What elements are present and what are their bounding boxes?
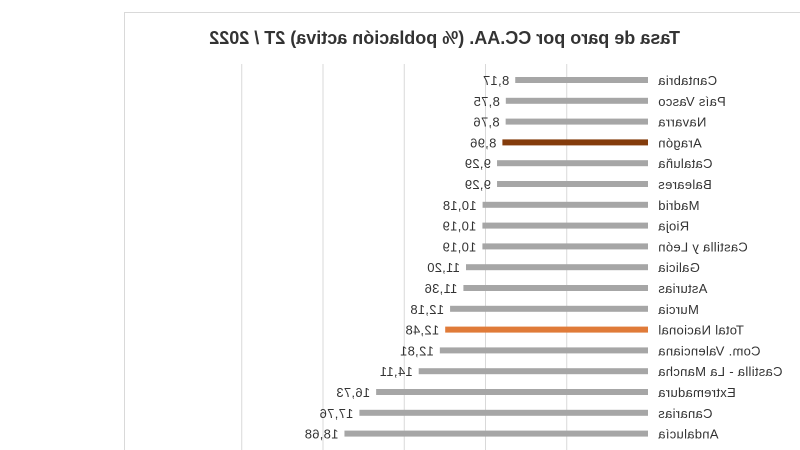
category-label-11: Murcia [658,302,699,317]
value-label-1: 8,75 [473,94,500,109]
category-label-0: Cantabria [658,73,718,88]
value-label-2: 8,76 [473,115,500,130]
value-label-17: 18,68 [304,427,338,442]
category-label-10: Asturias [658,281,708,296]
bar-13 [439,347,648,354]
category-label-2: Navarra [658,115,707,130]
value-label-8: 10,19 [442,239,476,254]
value-label-14: 14,11 [380,364,413,379]
category-label-14: Castilla - La Mancha [658,364,783,379]
bar-17 [344,430,648,437]
value-label-0: 8,17 [483,73,510,88]
bar-7 [482,222,648,229]
value-label-9: 11,20 [427,260,460,275]
category-label-13: Com. Valenciana [658,343,761,358]
chart-frame [124,12,800,450]
category-label-17: Andalucía [658,427,719,442]
category-label-7: Rioja [658,219,690,234]
value-label-10: 11,36 [424,281,457,296]
category-label-3: Aragón [658,135,702,150]
bar-9 [466,264,648,271]
bar-3 [502,139,648,146]
gridlines [241,64,568,450]
bar-16 [359,409,648,416]
labels: 8,17 Cantabria 8,75 País Vasco 8,76 Navarra 8,… [304,73,782,442]
bar-4 [497,160,648,167]
value-label-15: 16,73 [336,385,370,400]
bar-1 [505,97,648,104]
category-label-5: Baleares [658,177,712,192]
bar-2 [505,118,648,125]
value-label-16: 17,76 [319,406,353,421]
bar-5 [497,181,648,187]
bar-14 [418,368,648,375]
bar-15 [376,389,648,395]
category-label-6: Madrid [658,198,700,213]
chart-title: Tasa de paro por CC.AA. (% población act… [209,28,680,48]
category-label-16: Canarias [658,406,713,421]
value-label-6: 10,18 [443,198,477,213]
category-label-12: Total Nacional [658,323,744,338]
bar-0 [515,77,648,83]
category-label-1: País Vasco [658,94,726,109]
value-label-12: 12,48 [405,323,439,338]
category-label-9: Galicia [658,260,700,275]
bars [344,77,648,437]
value-label-7: 10,19 [442,219,476,234]
value-label-4: 9,29 [465,156,492,171]
bar-12 [445,326,648,333]
bar-8 [482,243,648,250]
value-label-3: 8,96 [470,135,497,150]
value-label-11: 12,18 [410,302,444,317]
category-label-8: Castilla y León [658,239,748,254]
bar-11 [450,305,648,312]
value-label-5: 9,29 [465,177,492,192]
bar-10 [463,285,648,291]
category-label-15: Extremadura [658,385,736,400]
bar-6 [482,201,648,208]
category-label-4: Cataluña [658,156,713,171]
value-label-13: 12,81 [400,343,434,358]
